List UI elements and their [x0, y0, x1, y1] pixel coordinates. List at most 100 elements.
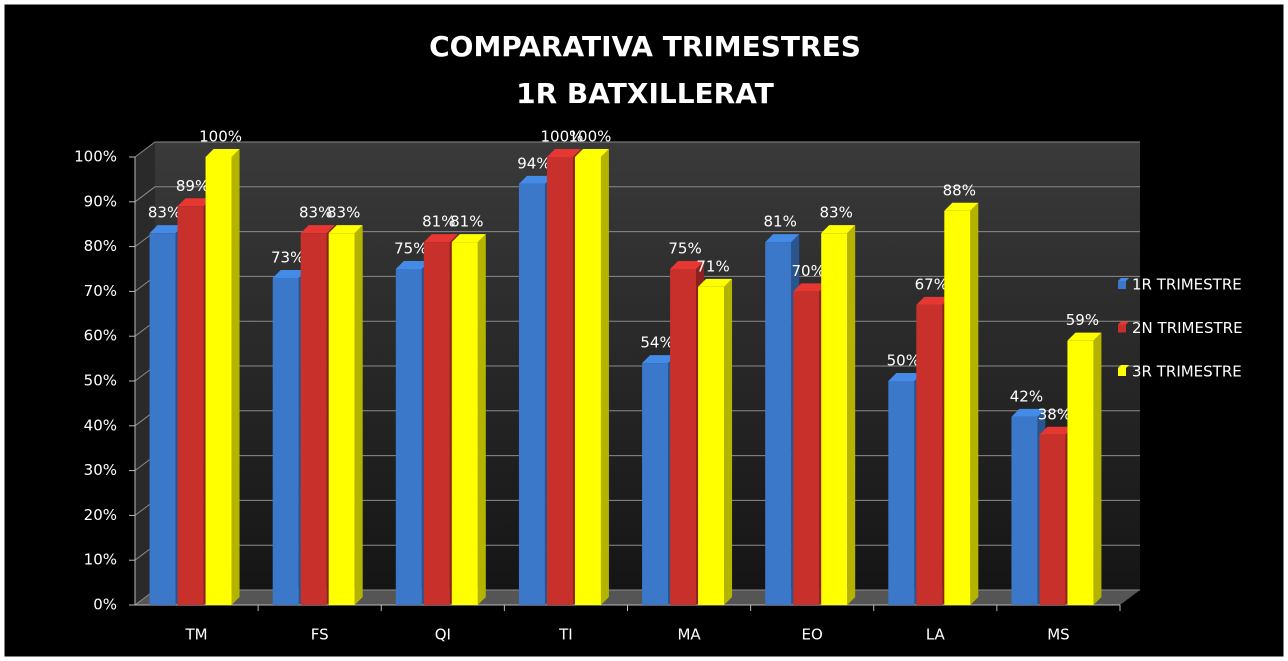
x-tick-label: MA [677, 626, 701, 644]
bar-top [1011, 408, 1046, 417]
value-label: 75% [668, 240, 701, 258]
value-label: 88% [943, 181, 976, 199]
bar-top [518, 175, 553, 184]
bar-top [1039, 426, 1074, 435]
legend-swatch-top [1118, 321, 1129, 325]
bar [205, 157, 232, 605]
value-label: 100% [568, 128, 611, 146]
bar-side [600, 149, 609, 605]
bar [518, 183, 545, 605]
value-label: 70% [792, 262, 825, 280]
legend-swatch-top [1118, 278, 1129, 281]
bar [395, 269, 422, 605]
bar [765, 242, 792, 605]
y-tick-label: 90% [84, 192, 117, 210]
legend-label: 2N TRIMESTRE [1132, 319, 1243, 337]
x-tick-label: EO [802, 626, 823, 644]
bar-top [423, 234, 458, 243]
chart-title: COMPARATIVA TRIMESTRES [429, 30, 861, 63]
y-tick-label: 50% [84, 372, 117, 390]
bar [821, 233, 848, 605]
bar [793, 291, 820, 605]
value-label: 38% [1038, 405, 1071, 423]
y-tick-label: 10% [84, 551, 117, 569]
bar-side [1093, 332, 1102, 605]
bar [328, 233, 355, 605]
value-label: 81% [764, 213, 797, 231]
bar [574, 157, 601, 605]
value-label: 89% [176, 177, 209, 195]
value-label: 54% [640, 334, 673, 352]
bar [944, 210, 971, 605]
bar [888, 381, 915, 605]
bar [300, 233, 327, 605]
bar-top [177, 198, 212, 207]
value-label: 75% [394, 240, 427, 258]
y-tick-label: 20% [84, 506, 117, 524]
bar-side [847, 225, 856, 605]
value-label: 81% [422, 213, 455, 231]
value-label: 42% [1010, 387, 1043, 405]
x-tick-label: TI [558, 626, 573, 644]
value-label: 81% [450, 213, 483, 231]
value-label: 67% [915, 275, 948, 293]
value-label: 83% [299, 204, 332, 222]
x-tick-label: QI [435, 626, 451, 644]
bar [1039, 434, 1066, 605]
bar-top [395, 261, 430, 269]
x-tick-label: MS [1047, 626, 1069, 644]
bar-top [574, 149, 609, 157]
legend-swatch-top [1118, 365, 1129, 368]
grid-line [134, 141, 1140, 158]
value-label: 73% [271, 248, 304, 266]
bar-top [205, 149, 240, 157]
bar-top [546, 149, 581, 157]
y-tick-label: 40% [84, 416, 117, 434]
bar [1067, 340, 1094, 605]
grid-line [134, 186, 1140, 203]
value-label: 100% [540, 128, 583, 146]
bar-top [300, 225, 335, 234]
x-tick-label: FS [311, 626, 329, 644]
bar-top [698, 278, 733, 287]
x-tick-label: LA [926, 626, 946, 644]
bar-side [724, 278, 733, 605]
bar-top [944, 202, 979, 211]
legend-swatch [1118, 324, 1126, 333]
value-label: 94% [517, 154, 550, 172]
legend-swatch [1118, 281, 1126, 289]
bar-top [821, 225, 856, 234]
legend-swatch [1118, 368, 1126, 376]
bar [149, 233, 176, 605]
bar-top [1067, 332, 1102, 341]
y-tick-label: 70% [84, 282, 117, 300]
value-label: 59% [1066, 311, 1099, 329]
y-tick-label: 30% [84, 461, 117, 479]
bar [451, 242, 478, 605]
bar-top [328, 225, 363, 234]
value-label: 83% [148, 204, 181, 222]
bar-side [477, 234, 486, 605]
value-label: 71% [696, 257, 729, 275]
bar [423, 242, 450, 605]
value-label: 50% [887, 352, 920, 370]
value-label: 83% [327, 204, 360, 222]
bar [546, 157, 573, 605]
bar [272, 277, 299, 605]
chart-subtitle: 1R BATXILLERAT [516, 77, 774, 110]
bar-side [970, 202, 979, 605]
legend-label: 3R TRIMESTRE [1132, 363, 1242, 381]
bar-top [765, 234, 800, 243]
bar-top [272, 269, 307, 278]
bar-top [670, 261, 705, 269]
legend-label: 1R TRIMESTRE [1132, 276, 1242, 294]
value-label: 100% [199, 128, 242, 146]
bar-top [916, 296, 951, 305]
bar [916, 304, 943, 605]
bar-top [149, 225, 184, 234]
y-tick-label: 0% [93, 596, 117, 614]
x-tick-label: TM [185, 626, 208, 644]
bar-top [642, 355, 677, 364]
